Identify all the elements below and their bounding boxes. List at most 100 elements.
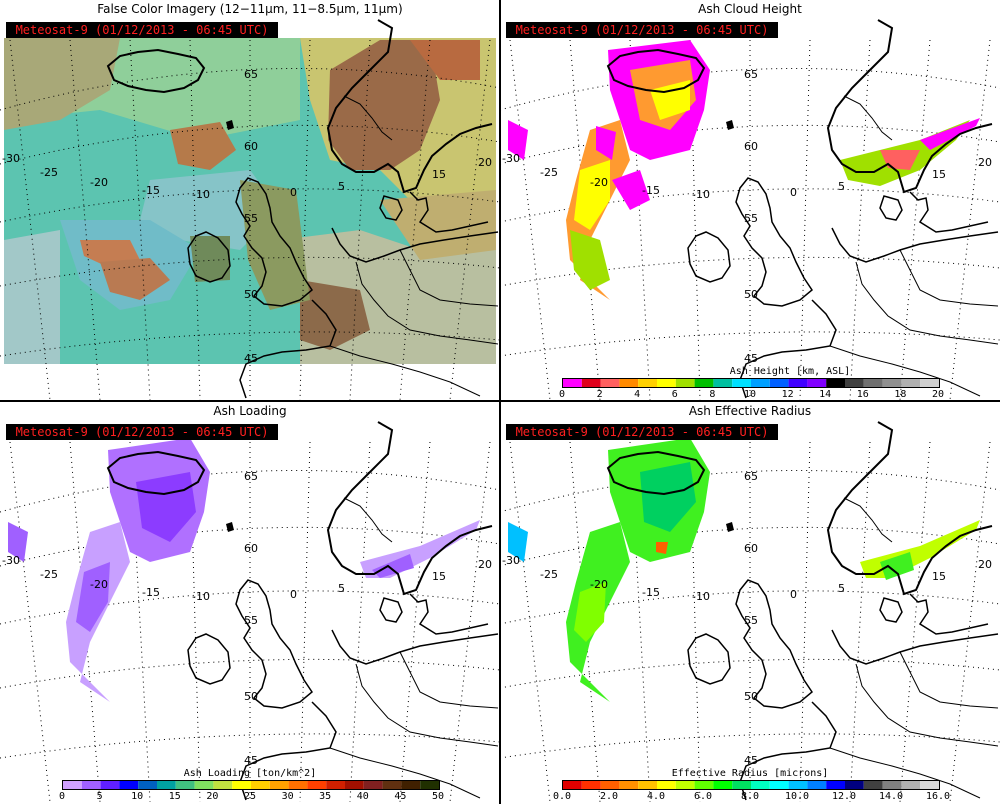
colorbar-swatch [769,781,789,789]
colorbar-tick: 45 [394,791,407,802]
colorbar-swatch [63,781,82,789]
colorbar-swatch [901,781,921,789]
panel-ash-height: Ash Cloud Height Meteosat-9 (01/12/2013 … [500,0,1000,402]
colorbar-swatch [863,781,883,789]
colorbar-tick: 10 [131,791,144,802]
colorbar-swatch [882,379,902,387]
colorbar-swatch [157,781,176,789]
ash-height-colorbar [562,378,940,388]
colorbar-swatch [675,781,695,789]
colorbar-swatch [232,781,251,789]
panel-title: Ash Loading [213,404,287,418]
colorbar-swatch [732,379,751,387]
colorbar-label: Effective Radius [microns] [671,768,829,779]
colorbar-tick: 4.0 [646,791,666,802]
colorbar-tick: 12 [781,389,794,400]
colorbar-swatch [619,781,639,789]
colorbar-swatch [882,781,902,789]
colorbar-swatch [326,781,345,789]
colorbar-swatch [751,379,770,387]
colorbar-tick: 20 [931,389,945,400]
colorbar-tick: 20 [206,791,219,802]
colorbar-swatch [600,781,620,789]
colorbar-swatch [788,379,808,387]
ash-loading-map [0,421,500,802]
panel-ash-loading: Ash Loading Meteosat-9 (01/12/2013 - 06:… [0,402,500,804]
colorbar-swatch [769,379,789,387]
colorbar-swatch [119,781,139,789]
colorbar-tick: 16 [856,389,869,400]
colorbar-tick: 16.0 [925,791,951,802]
colorbar-tick: 5 [96,791,103,802]
panel-false-color: False Color Imagery (12−11μm, 11−8.5μm, … [0,0,500,402]
ash-loading-field [8,438,480,702]
colorbar-swatch [901,379,921,387]
colorbar-swatch [638,781,657,789]
colorbar-tick: 14 [819,389,832,400]
colorbar-swatch [751,781,770,789]
panel-title: Ash Effective Radius [688,404,812,418]
colorbar-swatch [713,781,733,789]
colorbar-tick: 18 [894,389,907,400]
colorbar-swatch [863,379,883,387]
colorbar-swatch [694,379,714,387]
colorbar-swatch [269,781,289,789]
ash-radius-colorbar [562,780,940,790]
colorbar-swatch [288,781,308,789]
satellite-tag: Meteosat-9 (01/12/2013 - 06:45 UTC) [6,22,278,38]
colorbar-swatch [600,379,620,387]
panel-divider-horizontal [0,400,1000,402]
colorbar-swatch [713,379,733,387]
colorbar-swatch [657,781,676,789]
ash-radius-map [500,421,1000,802]
panel-title: False Color Imagery (12−11μm, 11−8.5μm, … [97,2,403,16]
colorbar-swatch [138,781,157,789]
colorbar-swatch [732,781,751,789]
colorbar-tick: 12.0 [831,791,857,802]
colorbar-label: Ash Loading [ton/km^2] [183,768,317,779]
colorbar-swatch [420,781,439,789]
colorbar-swatch [81,781,101,789]
colorbar-swatch [401,781,421,789]
colorbar-tick: 14.0 [878,791,904,802]
colorbar-swatch [694,781,714,789]
colorbar-swatch [100,781,120,789]
colorbar-ticks: 0 5 10 15 20 25 30 35 40 45 50 [59,791,444,803]
colorbar-swatch [251,781,270,789]
satellite-tag: Meteosat-9 (01/12/2013 - 06:45 UTC) [506,424,778,440]
colorbar-swatch [581,379,601,387]
colorbar-swatch [382,781,402,789]
colorbar-swatch [920,781,939,789]
colorbar-tick: 0 [558,389,566,400]
colorbar-tick: 40 [356,791,369,802]
colorbar-tick: 30 [281,791,294,802]
satellite-tag: Meteosat-9 (01/12/2013 - 06:45 UTC) [6,424,278,440]
ash-loading-colorbar [62,780,440,790]
colorbar-swatch [194,781,214,789]
colorbar-ticks: 0.0 2.0 4.0 6.0 8.0 10.0 12.0 14.0 16.0 [553,791,950,803]
colorbar-swatch [345,781,364,789]
colorbar-swatch [807,781,827,789]
ash-radius-field [508,438,980,702]
colorbar-swatch [788,781,808,789]
colorbar-tick: 10.0 [784,791,810,802]
colorbar-tick: 10 [743,389,757,400]
colorbar-tick: 35 [319,791,332,802]
colorbar-tick: 8.0 [740,791,760,802]
colorbar-tick: 6.0 [693,791,713,802]
colorbar-tick: 8 [709,389,716,400]
satellite-tag: Meteosat-9 (01/12/2013 - 06:45 UTC) [506,22,778,38]
colorbar-tick: 50 [431,791,445,802]
colorbar-swatch [845,781,864,789]
false-color-image [0,19,500,400]
colorbar-swatch [675,379,695,387]
colorbar-tick: 4 [634,389,641,400]
colorbar-swatch [213,781,233,789]
colorbar-swatch [581,781,601,789]
colorbar-swatch [175,781,195,789]
colorbar-tick: 2 [596,389,603,400]
colorbar-label: Ash Height [km, ASL] [729,366,851,377]
colorbar-swatch [307,781,327,789]
panel-title: Ash Cloud Height [698,2,802,16]
colorbar-swatch [638,379,657,387]
